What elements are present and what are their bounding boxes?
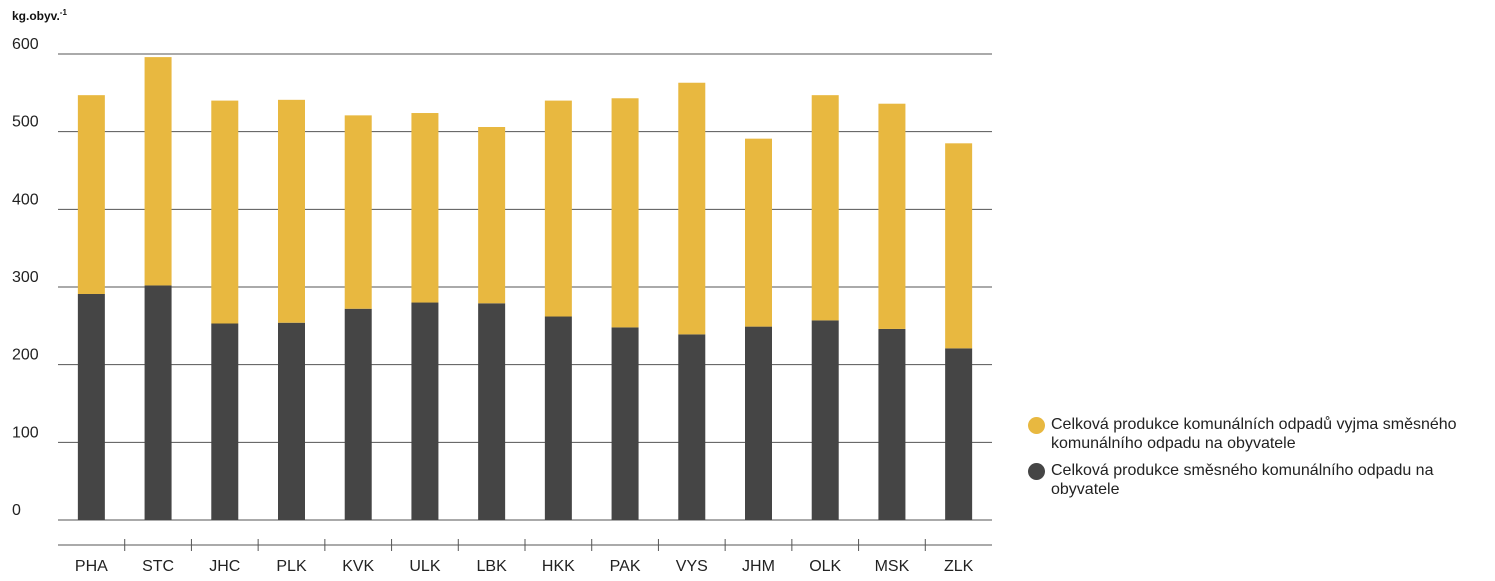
y-tick-label-600: 600 — [12, 36, 39, 53]
stacked-bar-chart: kg.obyv.-1 0 100 200 300 400 500 600 PHA STC JHC… — [12, 8, 992, 575]
legend-swatch-mixed-waste — [1028, 463, 1045, 480]
x-tick-label-jhc: JHC — [209, 558, 240, 575]
bar-stc-series-0 — [144, 285, 172, 520]
y-tick-label-100: 100 — [12, 424, 39, 441]
bar-pha-series-0 — [77, 293, 105, 520]
bar-kvk-series-1 — [344, 115, 372, 309]
y-tick-label-500: 500 — [12, 114, 39, 131]
x-tick-label-pak: PAK — [610, 558, 641, 575]
bar-jhc-series-0 — [211, 323, 239, 520]
bar-ulk-series-1 — [411, 113, 439, 303]
legend-label-mixed-waste: Celková produkce směsného komunálního od… — [1051, 462, 1434, 498]
bar-zlk-series-0 — [945, 348, 973, 520]
bar-zlk-series-1 — [945, 143, 973, 349]
x-tick-label-ulk: ULK — [409, 558, 440, 575]
grid-lines — [58, 53, 992, 521]
x-tick-label-kvk: KVK — [342, 558, 374, 575]
bar-vys-series-0 — [678, 334, 706, 520]
bar-hkk-series-0 — [544, 316, 572, 520]
x-tick-label-lbk: LBK — [477, 558, 508, 575]
bar-stc-series-1 — [144, 57, 172, 286]
legend-swatch-other-waste — [1028, 417, 1045, 434]
y-tick-label-400: 400 — [12, 191, 39, 208]
y-tick-label-200: 200 — [12, 347, 39, 364]
bar-kvk-series-0 — [344, 308, 372, 520]
bar-msk-series-0 — [878, 328, 906, 520]
x-tick-label-zlk: ZLK — [944, 558, 974, 575]
x-tick-label-pha: PHA — [75, 558, 108, 575]
legend: Celková produkce komunálních odpadů vyjm… — [1028, 415, 1488, 507]
bar-olk-series-1 — [811, 95, 839, 321]
x-tick-label-jhm: JHM — [742, 558, 775, 575]
y-axis-unit-label: kg.obyv.-1 — [12, 8, 67, 23]
y-axis-unit-text: kg.obyv. — [12, 9, 60, 23]
y-axis-unit-superscript: -1 — [60, 8, 68, 17]
bars — [77, 57, 973, 520]
bar-pak-series-1 — [611, 98, 639, 328]
bar-lbk-series-1 — [478, 127, 506, 304]
bar-plk-series-1 — [278, 99, 305, 323]
bar-vys-series-1 — [678, 82, 706, 335]
x-tick-label-plk: PLK — [276, 558, 307, 575]
y-tick-label-300: 300 — [12, 269, 39, 286]
bar-lbk-series-0 — [478, 303, 506, 520]
bar-msk-series-1 — [878, 103, 906, 329]
bar-hkk-series-1 — [544, 100, 572, 317]
legend-item-other-waste: Celková produkce komunálních odpadů vyjm… — [1028, 415, 1488, 453]
bar-pak-series-0 — [611, 327, 639, 520]
x-axis: PHA STC JHC PLK KVK ULK LBK HKK PAK VYS JHM OLK MSK Z… — [58, 539, 992, 575]
y-tick-label-0: 0 — [12, 502, 21, 519]
bar-ulk-series-0 — [411, 302, 439, 520]
x-tick-label-vys: VYS — [676, 558, 708, 575]
bar-jhm-series-0 — [745, 326, 772, 520]
bar-pha-series-1 — [77, 95, 105, 294]
x-tick-label-hkk: HKK — [542, 558, 575, 575]
y-axis-ticks: 0 100 200 300 400 500 600 — [12, 36, 39, 519]
legend-label-other-waste: Celková produkce komunálních odpadů vyjm… — [1051, 416, 1457, 452]
legend-item-mixed-waste: Celková produkce směsného komunálního od… — [1028, 461, 1488, 499]
x-tick-label-olk: OLK — [809, 558, 841, 575]
bar-olk-series-0 — [811, 320, 839, 520]
bar-jhc-series-1 — [211, 100, 239, 324]
bar-plk-series-0 — [278, 322, 305, 520]
x-tick-label-msk: MSK — [875, 558, 910, 575]
bar-jhm-series-1 — [745, 138, 772, 327]
x-tick-label-stc: STC — [142, 558, 174, 575]
